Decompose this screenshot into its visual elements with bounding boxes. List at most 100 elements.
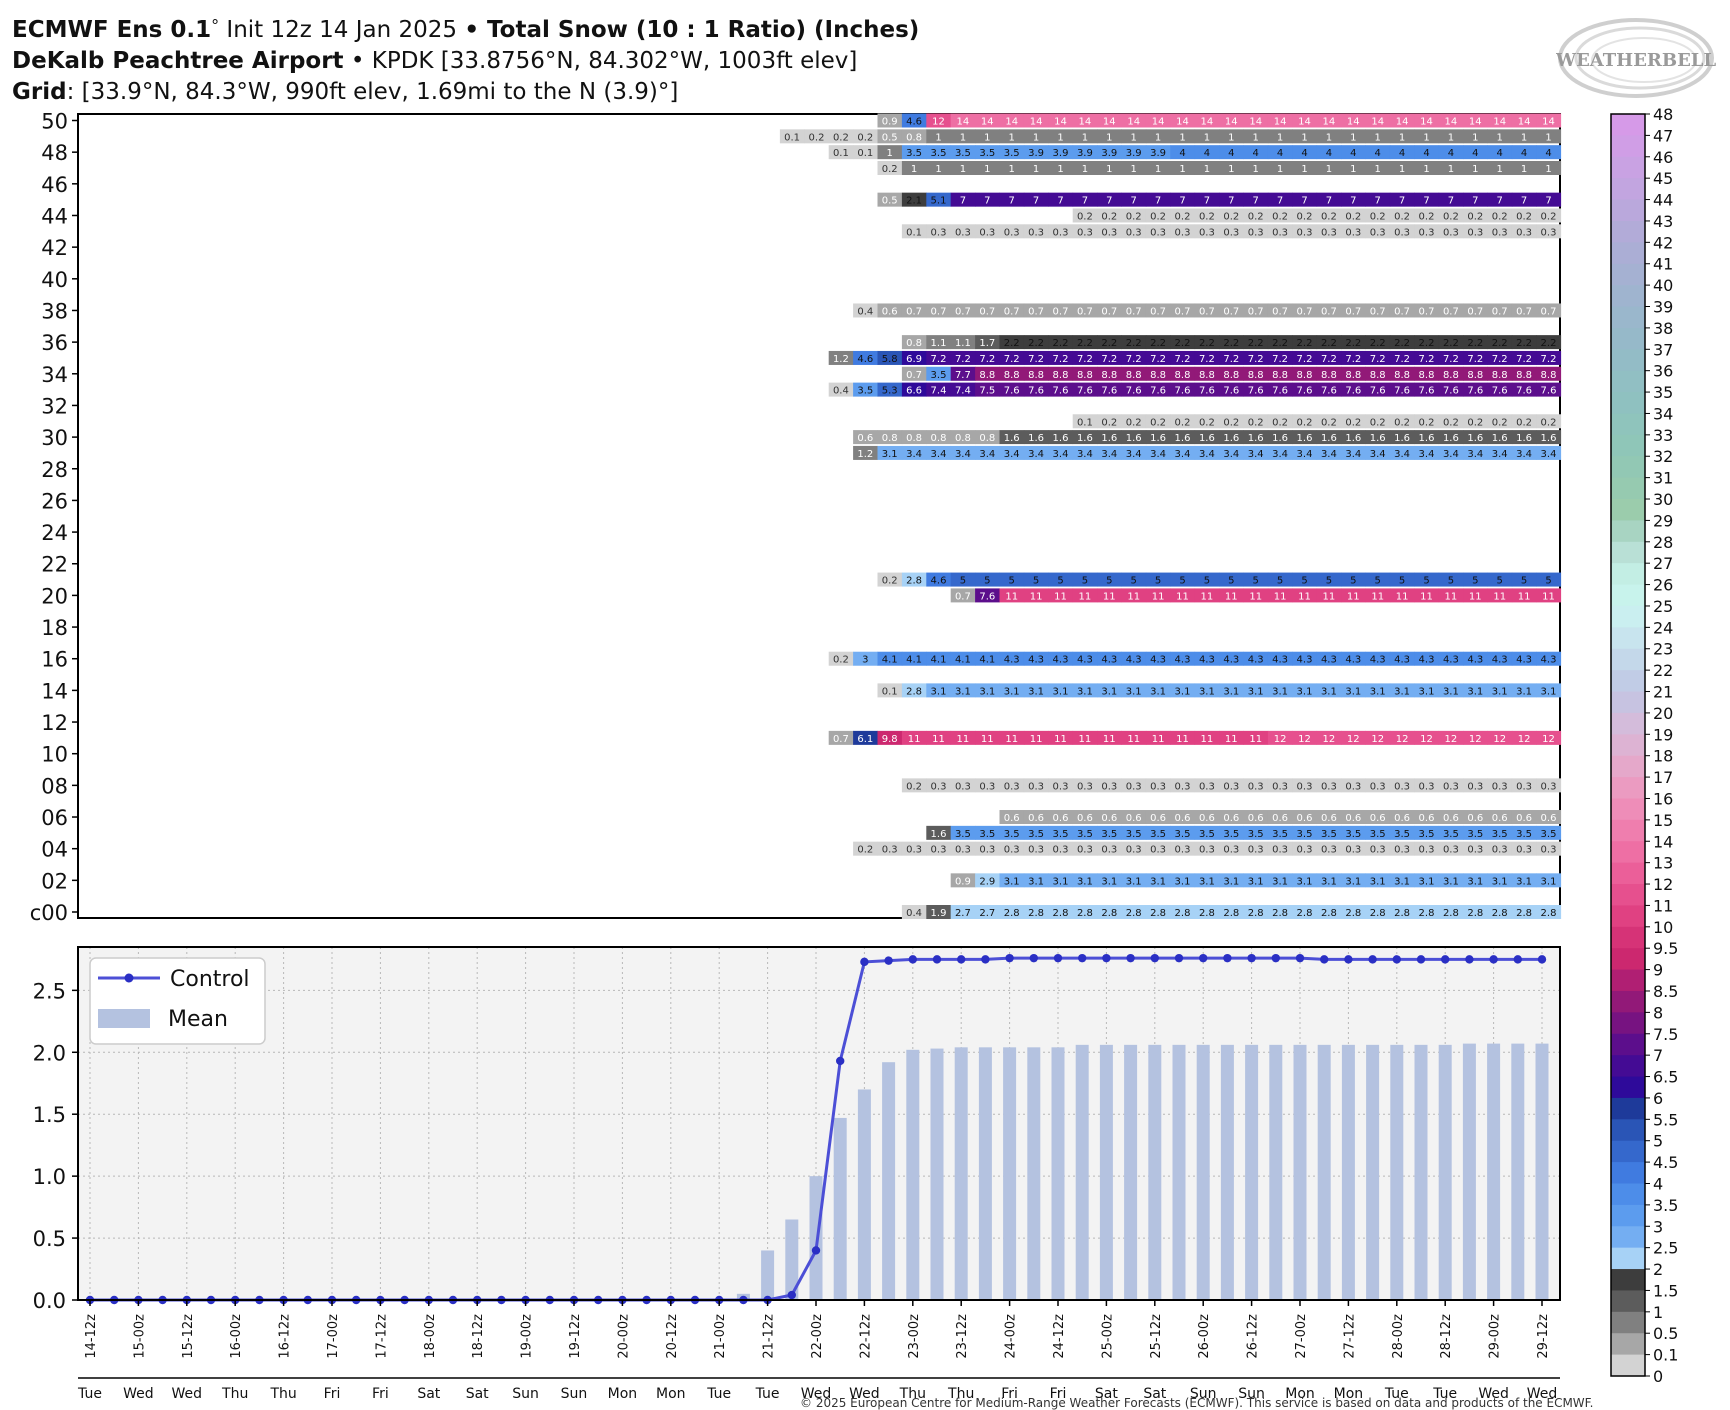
table-cell xyxy=(1341,873,1366,888)
table-cell xyxy=(1097,129,1122,144)
table-cell xyxy=(1219,572,1244,587)
table-cell xyxy=(1316,683,1342,698)
colorbar-segment xyxy=(1611,1204,1645,1227)
table-cell xyxy=(1536,224,1562,239)
table-cell xyxy=(1145,382,1171,397)
table-cell-value: 0.3 xyxy=(1321,781,1337,792)
table-cell xyxy=(1267,208,1293,223)
table-cell-value: 11 xyxy=(981,734,994,745)
table-cell xyxy=(1097,588,1122,603)
table-cell xyxy=(1292,841,1318,856)
member-row: 0.1 0.2 0.2 0.2 0.5 0.8 1 1 1 1 1 1 1 1 1 1 1 1 1 1 1 1 1 1 1 1 1 1… xyxy=(779,129,1562,144)
table-cell xyxy=(877,160,903,175)
table-cell-value: 0.5 xyxy=(882,196,898,207)
table-cell-value: 0.2 xyxy=(1467,211,1483,222)
table-cell-value: 1 xyxy=(1131,132,1137,143)
colorbar-label: 0.5 xyxy=(1653,1324,1678,1343)
table-cell xyxy=(1365,730,1391,745)
control-point xyxy=(1416,955,1426,964)
table-cell-value: 3.1 xyxy=(1272,686,1288,697)
day-label: Fri xyxy=(324,1386,341,1402)
table-cell-value: 0.3 xyxy=(1101,227,1117,238)
table-cell-value: 14 xyxy=(1005,117,1018,128)
table-cell xyxy=(999,303,1025,318)
table-cell xyxy=(1463,192,1488,207)
table-cell xyxy=(1536,683,1562,698)
table-cell xyxy=(1536,303,1562,318)
member-row: 0.4 1.9 2.7 2.7 2.8 2.8 2.8 2.8 2.8 2.8 2.8 2.8 2.8 2… xyxy=(901,905,1562,919)
table-cell xyxy=(1267,160,1293,175)
table-cell-value: 0.2 xyxy=(809,132,825,143)
table-cell-value: 14 xyxy=(957,117,970,128)
table-cell xyxy=(877,145,903,160)
table-cell xyxy=(1463,905,1488,919)
table-cell-value: 2.8 xyxy=(1126,908,1142,919)
colorbar-segment xyxy=(1611,349,1645,372)
table-cell-value: 7 xyxy=(1448,196,1454,207)
table-cell xyxy=(1536,113,1562,128)
table-cell xyxy=(1243,778,1269,793)
table-cell-value: 3.1 xyxy=(1101,686,1117,697)
table-cell-value: 3.4 xyxy=(1370,449,1386,460)
control-point xyxy=(1537,955,1547,964)
table-cell-value: 8.8 xyxy=(1077,370,1093,381)
table-cell-value: 0.3 xyxy=(1248,845,1264,856)
table-cell xyxy=(1243,683,1269,698)
table-cell xyxy=(1072,445,1098,460)
member-tick-label: 50 xyxy=(41,110,68,134)
table-cell xyxy=(1072,382,1098,397)
table-cell-value: 1 xyxy=(1497,132,1503,143)
table-cell xyxy=(1194,778,1220,793)
member-tick-label: 04 xyxy=(41,838,68,862)
x-tick-label: 20-12z xyxy=(665,1314,680,1359)
table-cell-value: 0.2 xyxy=(1419,211,1435,222)
x-tick-label: 28-12z xyxy=(1439,1314,1454,1359)
table-cell xyxy=(901,303,927,318)
table-cell xyxy=(1194,113,1220,128)
table-cell xyxy=(1389,730,1415,745)
table-cell xyxy=(950,841,976,856)
table-cell-value: 3.1 xyxy=(1199,686,1215,697)
mean-bar xyxy=(1438,1044,1452,1300)
table-cell-value: 3.1 xyxy=(1467,876,1483,887)
table-cell-value: 3.1 xyxy=(1101,876,1117,887)
table-cell xyxy=(1536,651,1562,666)
member-row: 0.7 6.1 9.8 11 11 11 11 11 11 11 11 11 11 11 11 11 11 11 1… xyxy=(828,730,1562,745)
table-cell-value: 3.5 xyxy=(1492,829,1508,840)
control-point xyxy=(908,955,917,964)
table-cell xyxy=(1463,778,1488,793)
table-cell-value: 1 xyxy=(1375,132,1381,143)
control-point xyxy=(1513,955,1523,964)
table-cell xyxy=(1438,905,1464,919)
x-tick-label: 18-00z xyxy=(423,1314,438,1359)
colorbar-segment xyxy=(1611,1097,1645,1120)
table-cell-value: 11 xyxy=(1493,591,1506,602)
table-cell-value: 0.3 xyxy=(1345,227,1361,238)
member-row: 0.2 0.3 0.3 0.3 0.3 0.3 0.3 0.3 0.3 0.3 0.3 0.3 0.3 0… xyxy=(901,778,1562,793)
day-label: Thu xyxy=(269,1386,296,1402)
table-cell xyxy=(1341,683,1366,698)
table-cell xyxy=(1243,208,1269,223)
table-cell-value: 7.6 xyxy=(1004,386,1020,397)
table-cell-value: 7.4 xyxy=(955,386,971,397)
table-cell xyxy=(1365,350,1391,365)
table-cell-value: 0.2 xyxy=(1443,417,1459,428)
table-cell-value: 4 xyxy=(1545,148,1551,159)
table-cell-value: 1 xyxy=(1521,132,1527,143)
table-cell-value: 0.7 xyxy=(955,591,971,602)
table-cell xyxy=(1023,683,1049,698)
table-cell xyxy=(926,303,952,318)
colorbar-segment xyxy=(1611,605,1645,628)
member-row: 0.9 2.9 3.1 3.1 3.1 3.1 3.1 3.1 3.1 3.1 3.1 3.1 3.1 3… xyxy=(950,873,1562,888)
table-cell xyxy=(1365,160,1391,175)
table-cell-value: 5 xyxy=(1448,576,1454,587)
table-cell xyxy=(1438,414,1464,429)
table-cell-value: 0.3 xyxy=(1467,845,1483,856)
table-cell xyxy=(926,335,952,350)
table-cell-value: 11 xyxy=(1249,591,1262,602)
table-cell-value: 7 xyxy=(1082,196,1088,207)
table-cell xyxy=(1414,778,1440,793)
table-cell xyxy=(1365,303,1391,318)
table-cell xyxy=(1121,145,1147,160)
table-cell xyxy=(975,588,1000,603)
